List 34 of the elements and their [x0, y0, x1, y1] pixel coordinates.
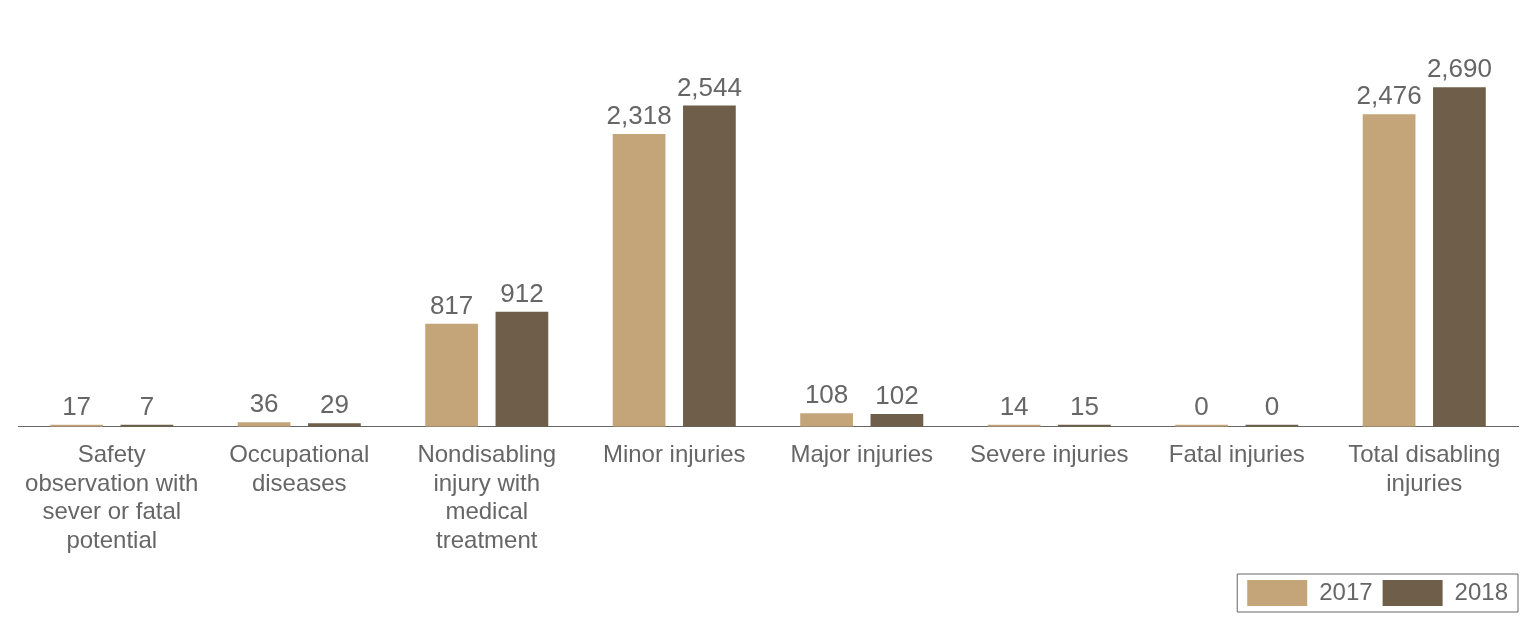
- bar: [683, 105, 736, 427]
- data-label: 0: [1194, 390, 1209, 421]
- data-label: 0: [1264, 390, 1280, 421]
- data-label: 817: [429, 289, 474, 320]
- x-tick-label: Occupational diseases: [229, 439, 370, 496]
- bar: [1362, 114, 1416, 427]
- bar: [425, 323, 478, 427]
- data-label: 29: [319, 389, 349, 420]
- legend-label: 2018: [1454, 577, 1508, 605]
- x-tick-label: Nondisabling injury with medical treatment: [417, 439, 557, 554]
- data-label: 2,690: [1426, 53, 1492, 84]
- data-label: 14: [999, 390, 1029, 421]
- x-tick-label: Major injuries: [790, 439, 934, 467]
- data-label: 36: [249, 388, 279, 419]
- bar: [1433, 87, 1486, 427]
- data-label: 17: [62, 390, 92, 421]
- data-label: 2,476: [1356, 80, 1422, 111]
- data-label: 108: [804, 379, 849, 410]
- x-tick-label: Severe injuries: [969, 439, 1129, 467]
- legend-label: 2017: [1319, 577, 1373, 605]
- data-label: 912: [500, 277, 544, 308]
- data-label: 102: [875, 380, 919, 411]
- x-tick-label: Total disabling injuries: [1348, 439, 1501, 496]
- bar: [870, 413, 924, 427]
- bar: [800, 413, 853, 427]
- x-tick-label: Safety observation with sever or fatal potential: [25, 439, 199, 554]
- data-label: 15: [1069, 390, 1099, 421]
- bar: [495, 311, 549, 427]
- x-tick-label: Fatal injuries: [1168, 439, 1305, 467]
- bar: [612, 134, 666, 427]
- x-tick-label: Minor injuries: [602, 439, 746, 467]
- data-label: 2,318: [606, 100, 672, 131]
- data-label: 7: [139, 390, 155, 421]
- data-label: 2,544: [676, 71, 742, 102]
